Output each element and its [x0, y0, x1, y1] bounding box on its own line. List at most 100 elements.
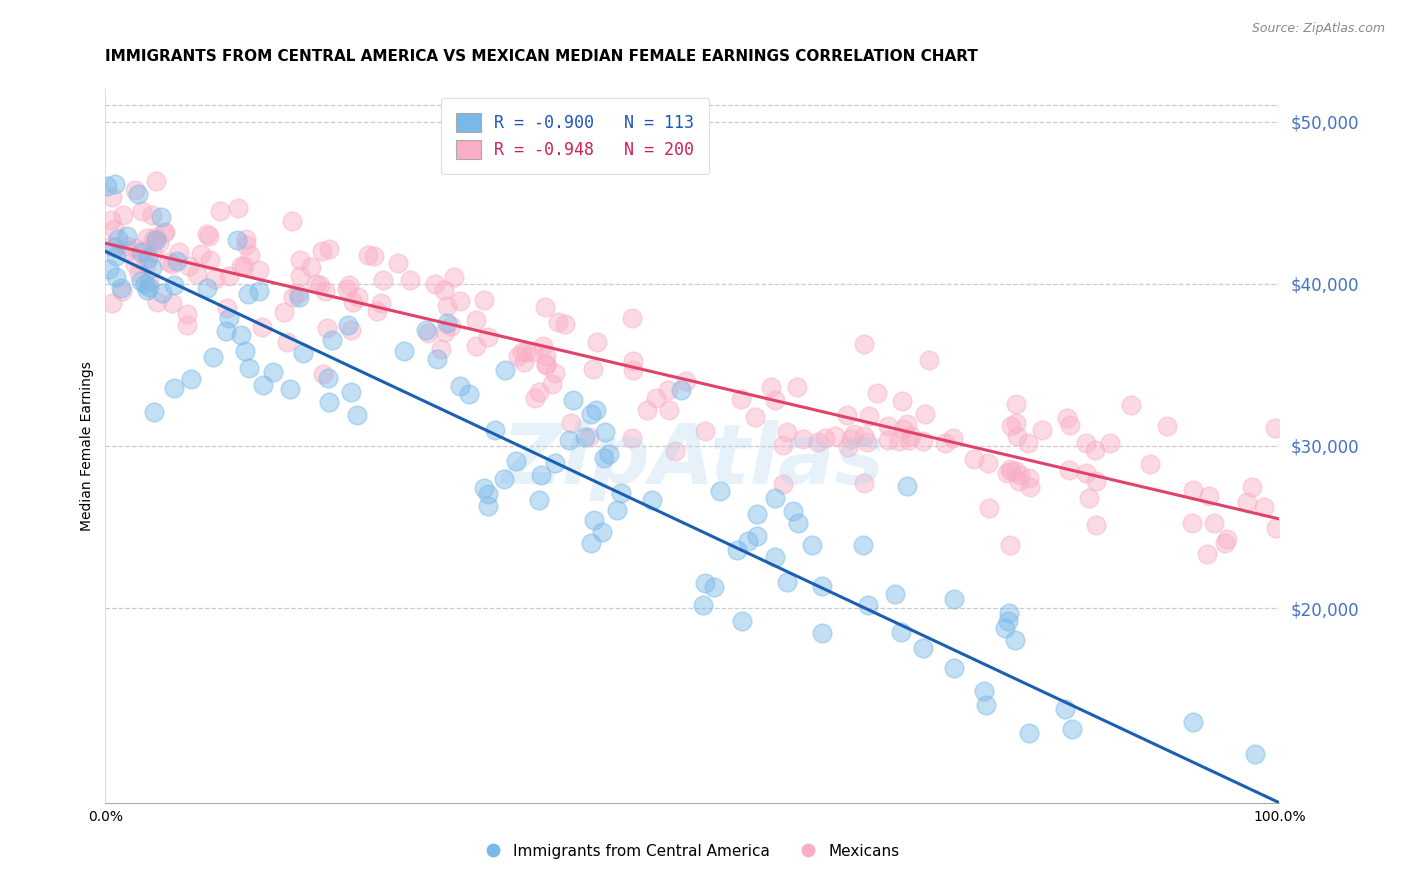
- Point: [1139, 457, 1161, 471]
- Point: [997, 614, 1019, 628]
- Point: [801, 538, 824, 552]
- Point: [136, 283, 159, 297]
- Point: [877, 433, 900, 447]
- Point: [152, 225, 174, 239]
- Point: [810, 578, 832, 592]
- Point: [492, 472, 515, 486]
- Point: [318, 395, 340, 409]
- Point: [273, 305, 295, 319]
- Point: [1074, 466, 1097, 480]
- Point: [837, 440, 859, 454]
- Point: [292, 345, 315, 359]
- Point: [593, 451, 616, 466]
- Point: [127, 186, 149, 201]
- Point: [1085, 474, 1108, 488]
- Point: [135, 231, 157, 245]
- Point: [529, 493, 551, 508]
- Point: [900, 429, 922, 443]
- Point: [824, 429, 846, 443]
- Point: [415, 323, 437, 337]
- Point: [115, 239, 138, 253]
- Point: [1000, 462, 1022, 476]
- Point: [709, 483, 731, 498]
- Point: [1198, 489, 1220, 503]
- Point: [581, 407, 603, 421]
- Point: [730, 392, 752, 406]
- Point: [100, 213, 122, 227]
- Point: [465, 312, 488, 326]
- Point: [852, 428, 875, 442]
- Point: [342, 294, 364, 309]
- Point: [896, 479, 918, 493]
- Point: [579, 535, 602, 549]
- Point: [1119, 398, 1142, 412]
- Point: [472, 293, 495, 308]
- Point: [143, 405, 166, 419]
- Point: [142, 232, 165, 246]
- Point: [318, 242, 340, 256]
- Point: [530, 468, 553, 483]
- Point: [434, 325, 457, 339]
- Point: [117, 228, 139, 243]
- Point: [180, 371, 202, 385]
- Point: [235, 237, 257, 252]
- Point: [515, 345, 537, 359]
- Point: [425, 277, 447, 292]
- Point: [792, 432, 814, 446]
- Point: [593, 425, 616, 439]
- Point: [896, 417, 918, 431]
- Point: [247, 285, 270, 299]
- Point: [621, 353, 644, 368]
- Point: [449, 293, 471, 308]
- Point: [204, 272, 226, 286]
- Point: [226, 233, 249, 247]
- Point: [250, 320, 273, 334]
- Point: [1236, 495, 1258, 509]
- Point: [363, 249, 385, 263]
- Point: [934, 436, 956, 450]
- Point: [117, 244, 139, 258]
- Point: [226, 201, 249, 215]
- Point: [370, 295, 392, 310]
- Point: [835, 408, 858, 422]
- Point: [477, 330, 499, 344]
- Point: [560, 416, 582, 430]
- Point: [373, 273, 395, 287]
- Point: [811, 626, 834, 640]
- Point: [1007, 474, 1029, 488]
- Point: [484, 424, 506, 438]
- Point: [942, 431, 965, 445]
- Point: [523, 391, 546, 405]
- Point: [340, 385, 363, 400]
- Point: [316, 371, 339, 385]
- Point: [1213, 536, 1236, 550]
- Point: [725, 542, 748, 557]
- Point: [839, 432, 862, 446]
- Point: [1182, 483, 1205, 497]
- Point: [1074, 436, 1097, 450]
- Point: [387, 255, 409, 269]
- Point: [675, 374, 697, 388]
- Point: [912, 640, 935, 655]
- Point: [101, 296, 124, 310]
- Point: [443, 269, 465, 284]
- Point: [233, 343, 256, 358]
- Point: [974, 698, 997, 712]
- Point: [176, 307, 198, 321]
- Point: [1084, 518, 1107, 533]
- Point: [1004, 633, 1026, 648]
- Point: [1059, 417, 1081, 432]
- Point: [337, 318, 360, 333]
- Point: [772, 476, 794, 491]
- Point: [110, 281, 132, 295]
- Point: [1018, 726, 1040, 740]
- Point: [337, 277, 360, 292]
- Point: [1216, 532, 1239, 546]
- Point: [229, 259, 252, 273]
- Point: [142, 245, 165, 260]
- Point: [1084, 442, 1107, 457]
- Point: [1182, 714, 1205, 729]
- Point: [201, 351, 224, 365]
- Point: [218, 310, 240, 325]
- Point: [247, 262, 270, 277]
